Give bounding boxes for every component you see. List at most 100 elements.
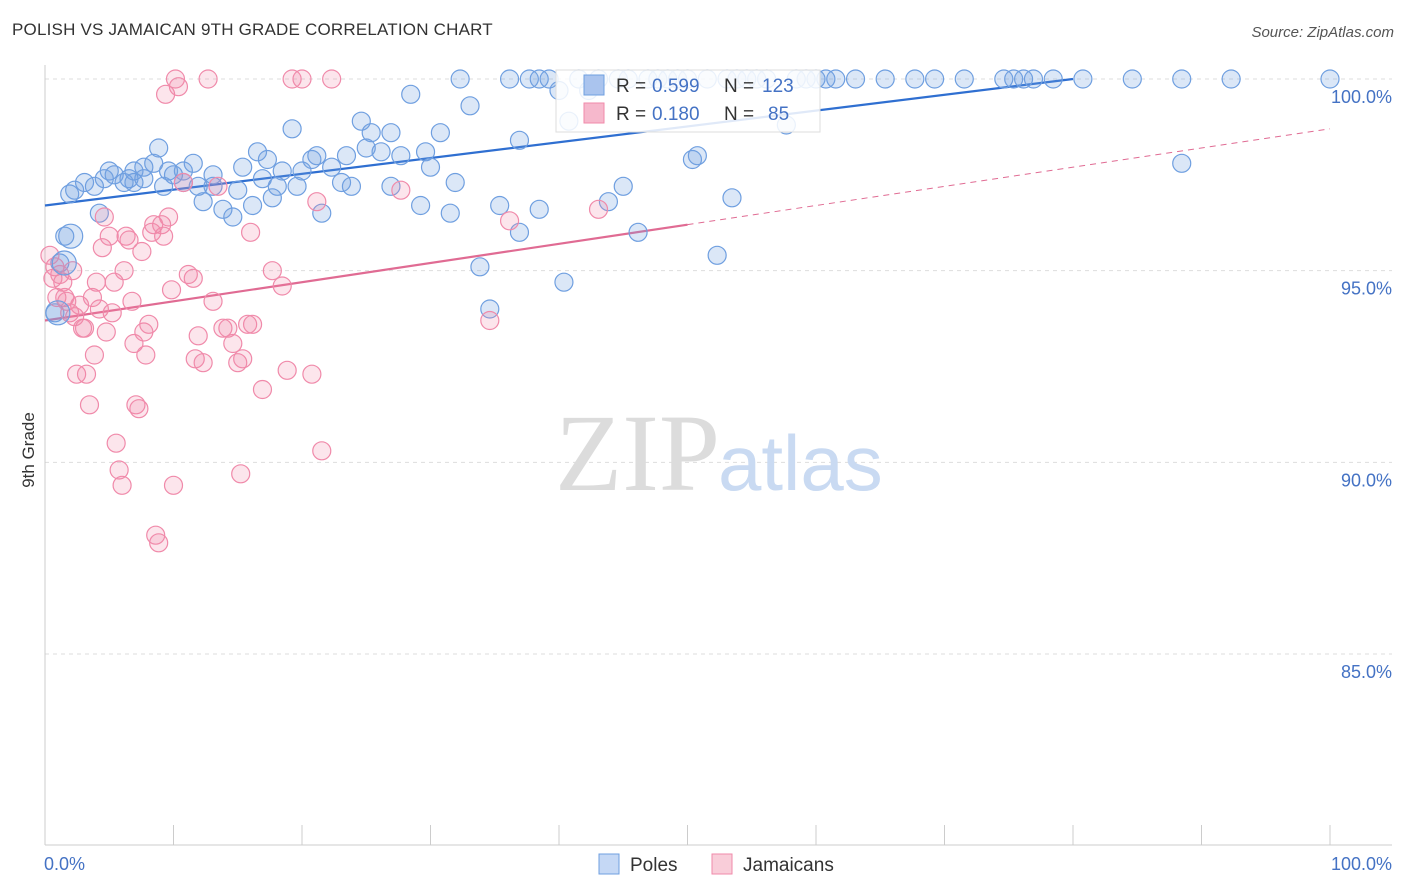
poles-point [598,192,619,212]
stats-n-label-jamaicans: N = [724,104,754,125]
poles-point [1172,153,1192,173]
poles-point [529,69,549,89]
jamaicans-point [132,241,152,262]
poles-point [307,146,327,166]
jamaicans-trend-extension [687,128,1331,226]
jamaicans-point [282,69,302,89]
poles-trend-line [44,77,1074,207]
jamaicans-point [208,176,228,196]
jamaicans-point [106,433,126,453]
poles-point [203,176,223,196]
jamaicans-point [173,172,193,193]
poles-point [267,176,287,196]
legend-label-poles: Poles [630,855,678,876]
poles-point [262,188,282,208]
poles-point [341,176,362,196]
grid-lines [45,78,1392,655]
jamaicans-point [480,310,500,331]
poles-point [1023,69,1044,89]
poles-point [509,130,530,150]
jamaicans-point [292,69,312,89]
jamaicans-point [231,464,251,484]
jamaicans-point [233,349,253,369]
poles-point [440,203,460,223]
poles-point [272,161,292,181]
poles-point [401,84,421,104]
poles-point [242,195,263,216]
stats-n-value-jamaicans: 85 [768,104,789,125]
jamaicans-point [242,314,263,334]
poles-point [228,180,248,200]
legend-swatch-jamaicans [711,853,733,875]
poles-point [282,119,302,139]
jamaicans-point [183,268,203,288]
poles-point [529,199,549,219]
poles-point [361,123,381,143]
stats-r-label-poles: R = [616,76,646,97]
poles-point [124,172,144,193]
poles-point [381,176,401,196]
poles-point [445,172,465,193]
poles-point [905,69,925,89]
poles-point [213,199,233,219]
poles-point [173,161,193,181]
poles-point [223,207,243,227]
poles-point [391,146,411,166]
poles-point [84,176,105,196]
poles-point [149,138,169,158]
y-tick-label: 90.0% [1341,470,1392,490]
stats-r-value-poles: 0.599 [652,76,700,97]
jamaicans-point [165,69,186,89]
poles-point [134,157,154,177]
jamaicans-point [89,299,109,319]
poles-point [687,146,707,166]
poles-point [331,172,352,193]
jamaicans-point [99,226,119,246]
poles-point [1043,69,1063,89]
poles-point [1073,69,1093,89]
jamaicans-point [112,475,132,495]
poles-point [519,69,539,89]
watermark: ZIP atlas [555,392,883,514]
jamaicans-point [499,211,520,231]
jamaicans-point [198,69,218,89]
poles-point [381,123,401,143]
jamaicans-point [322,69,342,89]
jamaicans-point [238,314,258,334]
poles-point [104,165,124,185]
jamaicans-point [76,364,97,384]
jamaicans-point [136,345,156,365]
jamaicans-point [79,395,100,415]
jamaicans-point [40,245,60,265]
poles-point [826,69,846,89]
poles-point-large [51,250,77,276]
poles-point [628,222,648,242]
poles-point [954,69,974,89]
poles-point [1320,69,1340,89]
stats-r-value-jamaicans: 0.180 [652,104,700,125]
poles-point-large [45,300,71,326]
stats-swatch-poles [583,74,605,96]
poles-point [144,153,164,173]
poles-point [1004,69,1024,89]
poles-point-large [58,223,84,249]
jamaicans-point [142,222,162,242]
jamaicans-point [74,318,95,338]
jamaicans-point [102,303,122,323]
jamaicans-point [223,333,243,354]
stats-n-label-poles: N = [724,76,754,97]
stats-legend: R = 0.599 N = 123 R = 0.180 N = 85 [555,69,821,133]
poles-point [183,153,203,173]
legend-swatch-poles [598,853,620,875]
stats-swatch-jamaicans [583,102,605,124]
poles-point [450,69,470,89]
poles-point [845,69,866,89]
poles-point [499,69,520,89]
poles-point [722,188,742,208]
watermark-zip: ZIP [555,392,720,514]
trend-lines [44,77,1331,322]
x-tick-label-max: 100.0% [1331,854,1392,874]
y-tick-label: 85.0% [1341,662,1392,682]
jamaicans-point [119,230,139,250]
jamaicans-point [84,345,105,365]
